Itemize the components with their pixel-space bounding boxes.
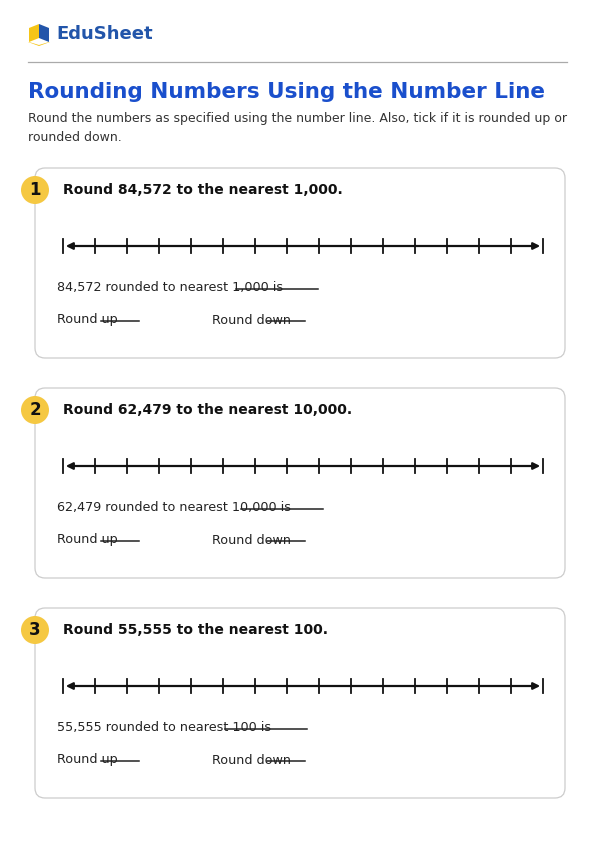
- Circle shape: [21, 616, 49, 644]
- FancyBboxPatch shape: [35, 168, 565, 358]
- Text: Round down: Round down: [212, 754, 291, 766]
- Polygon shape: [28, 42, 50, 46]
- Text: Round the numbers as specified using the number line. Also, tick if it is rounde: Round the numbers as specified using the…: [28, 112, 567, 144]
- Text: 3: 3: [29, 621, 41, 639]
- Text: 62,479 rounded to nearest 10,000 is: 62,479 rounded to nearest 10,000 is: [57, 502, 291, 514]
- Text: Round down: Round down: [212, 534, 291, 546]
- Text: Round down: Round down: [212, 313, 291, 327]
- Text: 55,555 rounded to nearest 100 is: 55,555 rounded to nearest 100 is: [57, 722, 271, 734]
- Text: 2: 2: [29, 401, 41, 419]
- FancyBboxPatch shape: [35, 388, 565, 578]
- Polygon shape: [39, 24, 49, 42]
- FancyBboxPatch shape: [35, 608, 565, 798]
- Circle shape: [21, 396, 49, 424]
- Text: Round 62,479 to the nearest 10,000.: Round 62,479 to the nearest 10,000.: [63, 403, 352, 417]
- Polygon shape: [29, 24, 39, 42]
- Text: EduSheet: EduSheet: [56, 25, 153, 43]
- Text: Round up: Round up: [57, 534, 118, 546]
- Text: Round 55,555 to the nearest 100.: Round 55,555 to the nearest 100.: [63, 623, 328, 637]
- Text: 84,572 rounded to nearest 1,000 is: 84,572 rounded to nearest 1,000 is: [57, 281, 283, 295]
- Text: Round 84,572 to the nearest 1,000.: Round 84,572 to the nearest 1,000.: [63, 183, 343, 197]
- Text: Rounding Numbers Using the Number Line: Rounding Numbers Using the Number Line: [28, 82, 545, 102]
- Circle shape: [21, 176, 49, 204]
- Text: Round up: Round up: [57, 754, 118, 766]
- Text: Round up: Round up: [57, 313, 118, 327]
- Text: 1: 1: [29, 181, 40, 199]
